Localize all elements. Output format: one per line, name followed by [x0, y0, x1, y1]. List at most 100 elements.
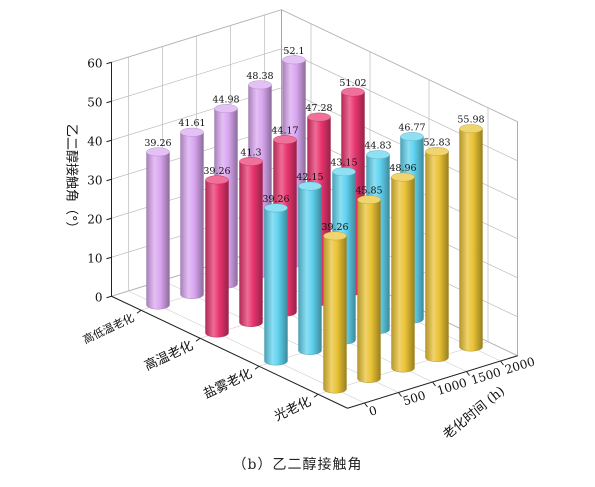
- depth-tick-mark: [500, 360, 504, 366]
- z-tick-label: 60: [87, 56, 102, 70]
- depth-tick-mark: [398, 392, 402, 397]
- data-label: 39.26: [144, 138, 171, 149]
- bar-top: [332, 167, 356, 177]
- data-label: 51.02: [339, 78, 366, 89]
- depth-tick-label: 0: [367, 403, 378, 419]
- bar-body: [180, 132, 204, 299]
- z-tick-label: 20: [87, 212, 102, 226]
- bar-body: [146, 151, 170, 310]
- bar-top: [425, 147, 449, 156]
- z-tick-label: 30: [87, 173, 102, 187]
- data-label: 41.3: [240, 147, 261, 158]
- data-label: 42.15: [296, 172, 323, 183]
- bar-body: [298, 185, 322, 355]
- bar-body: [357, 199, 381, 383]
- category-tick-label: 高低温老化: [81, 310, 137, 346]
- bar: [357, 195, 381, 383]
- bar-top: [248, 80, 272, 90]
- z-tick-mark: [106, 256, 112, 260]
- bar-body: [205, 179, 229, 338]
- bar-top: [298, 181, 322, 191]
- bar: [323, 231, 347, 394]
- data-label: 47.28: [305, 103, 332, 114]
- bar-top: [146, 147, 170, 157]
- bars: [146, 55, 483, 394]
- bar-top: [180, 127, 204, 137]
- z-tick-label: 50: [87, 95, 102, 109]
- category-axis-line: [111, 295, 348, 409]
- z-tick-mark: [106, 295, 112, 299]
- bar-top: [282, 55, 306, 65]
- z-tick-label: 0: [95, 290, 103, 304]
- z-tick-mark: [106, 178, 112, 182]
- data-label: 48.96: [389, 163, 416, 174]
- bar: [459, 124, 483, 352]
- depth-tick-mark: [364, 402, 368, 408]
- data-label: 45.85: [355, 186, 382, 197]
- bar-top: [400, 132, 424, 141]
- bar-top: [307, 112, 331, 122]
- z-tick-label: 40: [87, 134, 102, 148]
- bar: [239, 157, 263, 327]
- figure-caption: （b）乙二醇接触角: [232, 457, 363, 473]
- z-gridline: [111, 48, 518, 162]
- bar-top: [239, 157, 263, 166]
- category-tick-mark: [136, 309, 142, 314]
- bar: [391, 172, 415, 373]
- bar-top: [205, 175, 229, 185]
- bar-top: [341, 87, 365, 97]
- bar-top: [214, 104, 238, 113]
- data-label: 55.98: [457, 115, 484, 126]
- z-tick-mark: [106, 100, 112, 104]
- z-gridline: [111, 9, 518, 123]
- depth-tick-mark: [432, 381, 436, 387]
- bar: [180, 127, 204, 299]
- z-tick-mark: [106, 61, 112, 65]
- data-label: 44.98: [212, 95, 239, 106]
- data-label: 52.1: [283, 46, 304, 57]
- bar: [425, 147, 449, 362]
- category-tick-mark: [313, 393, 319, 398]
- category-tick-mark: [254, 365, 260, 370]
- data-label: 44.83: [364, 141, 391, 152]
- data-label: 39.26: [203, 166, 230, 177]
- data-label: 44.17: [271, 126, 298, 137]
- data-labels: 52.1 48.38 44.98 41.61 39.26 51.02 47.28 44.17 4…: [144, 46, 484, 233]
- z-tick-label: 10: [87, 251, 102, 265]
- category-tick-label: 光老化: [272, 394, 314, 424]
- category-tick-label: 高温老化: [142, 337, 196, 374]
- bar-body: [391, 176, 415, 373]
- data-label: 48.38: [246, 71, 273, 82]
- bar: [146, 147, 170, 310]
- bar-top: [459, 124, 483, 134]
- z-tick-mark: [106, 217, 112, 221]
- bar-body: [323, 235, 347, 394]
- depth-tick-mark: [466, 371, 470, 376]
- z-axis-label: 乙二醇接触角（°）: [64, 124, 80, 235]
- bar-top: [323, 231, 347, 241]
- data-label: 39.26: [262, 194, 289, 205]
- data-label: 39.26: [321, 222, 348, 233]
- category-tick-mark: [195, 337, 201, 342]
- bar-top: [357, 195, 381, 205]
- bar-top: [391, 172, 415, 182]
- bar: [264, 203, 288, 366]
- data-label: 52.83: [423, 137, 450, 148]
- category-tick-label: 盐雾老化: [201, 366, 254, 402]
- z-tick-mark: [106, 139, 112, 143]
- data-label: 43.15: [330, 158, 357, 169]
- bar-body: [459, 128, 483, 352]
- bar: [205, 175, 229, 338]
- bar: [298, 181, 322, 355]
- bar-body: [264, 207, 288, 366]
- data-label: 41.61: [178, 118, 205, 129]
- depth-tick-label: 500: [401, 388, 427, 408]
- bar-top: [264, 203, 288, 213]
- data-label: 46.77: [398, 123, 425, 134]
- bar-body: [239, 161, 263, 327]
- bar-top: [366, 150, 390, 160]
- bar-body: [425, 151, 449, 362]
- bar-top: [273, 135, 297, 145]
